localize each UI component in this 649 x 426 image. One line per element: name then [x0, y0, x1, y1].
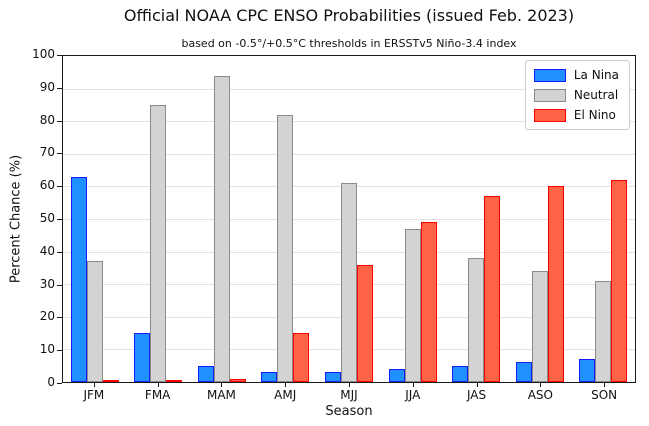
- legend-item-neutral: Neutral: [533, 88, 619, 102]
- y-tick-mark-90: [57, 87, 62, 89]
- y-tick-mark-60: [57, 186, 62, 188]
- x-tick-label-amj: AMJ: [274, 388, 297, 402]
- bar-la-nina-mjj: [325, 372, 342, 382]
- x-tick-mark-fma: [157, 383, 159, 387]
- bar-el-nino-amj: [293, 333, 310, 382]
- bar-la-nina-amj: [261, 372, 278, 382]
- x-tick-label-son: SON: [591, 388, 618, 402]
- bar-la-nina-jas: [452, 365, 469, 382]
- y-tick-mark-70: [57, 153, 62, 155]
- legend-item-el-nino: El Nino: [533, 108, 619, 122]
- legend-label-la-nina: La Nina: [573, 68, 619, 82]
- y-tick-mark-0: [57, 383, 62, 384]
- bar-el-nino-mam: [229, 378, 246, 382]
- x-tick-label-jfm: JFM: [83, 388, 105, 402]
- bar-group-amj: [254, 56, 318, 382]
- y-tick-label-100: 100: [32, 47, 55, 61]
- y-tick-label-40: 40: [39, 243, 55, 258]
- x-tick-mark-mjj: [349, 383, 350, 387]
- legend-swatch-la-nina: [533, 68, 566, 82]
- bar-group-mam: [190, 56, 254, 382]
- x-tick-mark-son: [604, 383, 606, 387]
- bar-neutral-mam: [213, 75, 230, 382]
- bar-neutral-son: [595, 280, 612, 382]
- chart-subtitle: based on -0.5°/+0.5°C thresholds in ERSS…: [181, 37, 517, 50]
- legend: La Nina Neutral El Nino: [524, 60, 630, 130]
- bar-el-nino-son: [611, 179, 628, 382]
- legend-swatch-el-nino: [533, 108, 566, 122]
- bar-el-nino-jja: [420, 222, 437, 382]
- bar-neutral-jfm: [86, 261, 103, 382]
- bar-la-nina-mam: [197, 365, 214, 382]
- bar-neutral-jja: [404, 228, 421, 382]
- bar-el-nino-mjj: [357, 264, 374, 382]
- y-tick-mark-10: [57, 350, 62, 352]
- bar-neutral-fma: [150, 104, 167, 382]
- bar-el-nino-jfm: [102, 380, 119, 382]
- legend-swatch-neutral: [533, 88, 566, 102]
- legend-item-la-nina: La Nina: [533, 68, 619, 82]
- bar-neutral-aso: [531, 271, 548, 382]
- y-tick-mark-50: [57, 219, 62, 220]
- bar-la-nina-fma: [134, 333, 151, 382]
- bar-la-nina-aso: [515, 362, 532, 382]
- legend-label-neutral: Neutral: [573, 88, 619, 102]
- x-tick-mark-amj: [285, 383, 287, 387]
- bar-group-mjj: [317, 56, 381, 382]
- bar-neutral-mjj: [341, 183, 358, 382]
- y-tick-label-30: 30: [39, 276, 55, 291]
- legend-label-el-nino: El Nino: [573, 108, 616, 122]
- x-tick-mark-jfm: [93, 383, 95, 387]
- x-tick-mark-aso: [540, 383, 542, 387]
- y-tick-label-0: 0: [47, 375, 55, 389]
- x-tick-label-mam: MAM: [206, 388, 236, 402]
- bar-group-jfm: [63, 56, 127, 382]
- x-tick-mark-mam: [221, 383, 223, 387]
- y-tick-label-10: 10: [39, 342, 55, 357]
- y-tick-mark-30: [57, 284, 62, 286]
- gridline-90: [63, 88, 635, 90]
- x-tick-label-aso: ASO: [527, 388, 553, 402]
- y-tick-label-90: 90: [39, 79, 55, 94]
- bar-group-fma: [127, 56, 191, 382]
- gridline-70: [63, 153, 635, 155]
- bar-neutral-jas: [468, 258, 485, 382]
- x-tick-label-fma: FMA: [144, 388, 171, 402]
- y-tick-mark-20: [57, 317, 62, 319]
- bar-la-nina-jfm: [70, 176, 87, 382]
- bar-group-son: [572, 56, 636, 382]
- bar-group-jas: [444, 56, 508, 382]
- y-tick-mark-40: [57, 251, 62, 253]
- x-tick-label-jas: JAS: [466, 388, 487, 402]
- bar-la-nina-son: [579, 359, 596, 382]
- x-tick-label-jja: JJA: [405, 388, 421, 402]
- bars-container: [63, 56, 635, 382]
- bar-group-jja: [381, 56, 445, 382]
- y-tick-label-60: 60: [39, 178, 55, 193]
- y-tick-label-80: 80: [39, 112, 55, 127]
- y-tick-label-50: 50: [39, 211, 55, 225]
- y-tick-mark-80: [57, 120, 62, 122]
- x-axis-label: Season: [325, 404, 373, 419]
- bar-el-nino-aso: [547, 186, 564, 382]
- y-tick-mark-100: [57, 55, 62, 56]
- x-tick-mark-jas: [476, 383, 478, 387]
- y-tick-label-70: 70: [39, 145, 55, 160]
- chart-title: Official NOAA CPC ENSO Probabilities (is…: [123, 6, 575, 25]
- y-tick-label-20: 20: [39, 309, 55, 324]
- bar-el-nino-fma: [166, 380, 183, 382]
- bar-neutral-amj: [277, 114, 294, 382]
- plot-area: La Nina Neutral El Nino: [62, 55, 636, 383]
- bar-group-aso: [508, 56, 572, 382]
- bar-el-nino-jas: [484, 196, 501, 382]
- x-tick-label-mjj: MJJ: [340, 388, 358, 402]
- x-tick-mark-jja: [412, 383, 414, 387]
- bar-la-nina-jja: [388, 368, 405, 382]
- gridline-80: [63, 121, 635, 123]
